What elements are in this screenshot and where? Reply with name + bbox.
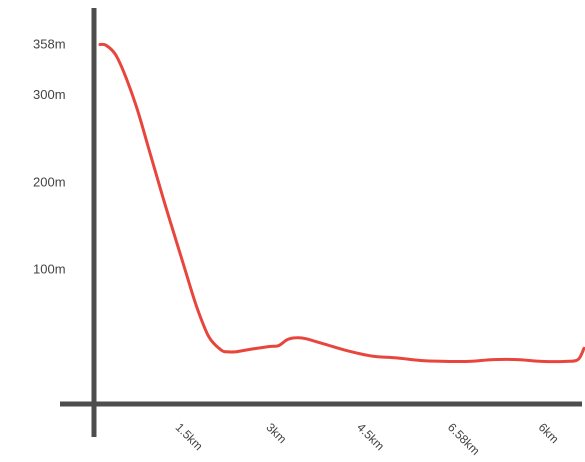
y-axis-ticks: 358m 300m 200m 100m [33,36,66,276]
y-tick-label: 358m [33,36,66,51]
x-tick-label: 1.5km [173,420,206,453]
y-tick-label: 200m [33,174,66,189]
x-tick-label: 6.58km [445,420,483,458]
series-line [98,42,585,364]
x-tick-label: 4.5km [354,420,387,453]
x-axis-ticks: 1.5km 3km 4.5km 6.58km 6km [173,420,562,458]
y-tick-label: 100m [33,262,66,277]
y-tick-label: 300m [33,87,66,102]
x-tick-label: 3km [263,420,289,446]
x-tick-label: 6km [536,420,562,446]
